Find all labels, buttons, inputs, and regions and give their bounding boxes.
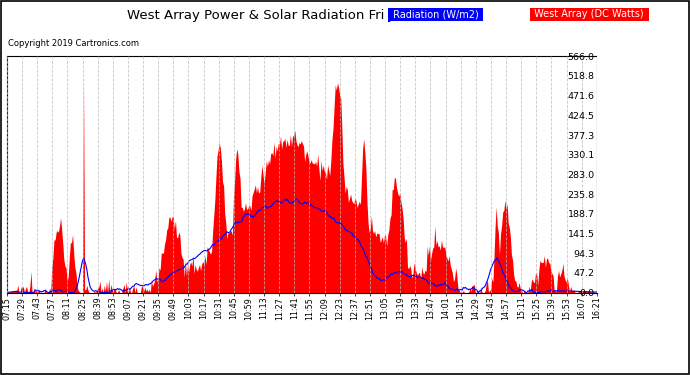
- Text: West Array (DC Watts): West Array (DC Watts): [531, 9, 647, 20]
- Text: Copyright 2019 Cartronics.com: Copyright 2019 Cartronics.com: [8, 39, 139, 48]
- Text: Radiation (W/m2): Radiation (W/m2): [390, 9, 482, 20]
- Text: West Array Power & Solar Radiation Fri Jan 18 16:24: West Array Power & Solar Radiation Fri J…: [128, 9, 473, 22]
